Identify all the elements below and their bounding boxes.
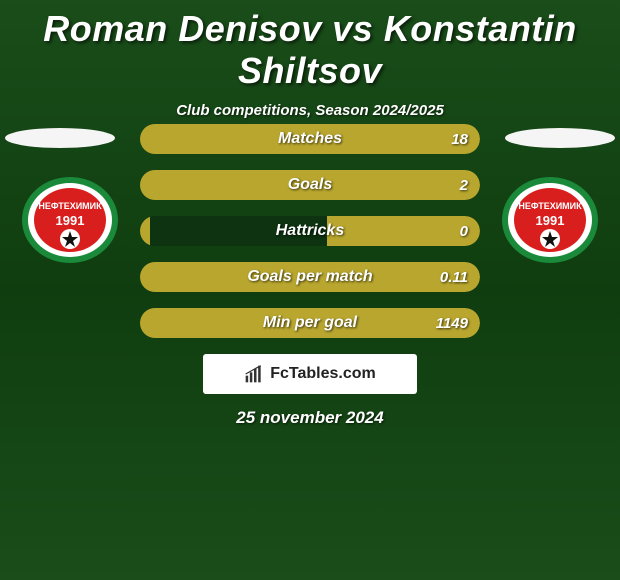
player-right-flag (505, 128, 615, 148)
stat-value-right: 0 (460, 216, 468, 246)
svg-text:НЕФТЕХИМИК: НЕФТЕХИМИК (38, 201, 102, 211)
stat-value-right: 18 (451, 124, 468, 154)
chart-icon (244, 364, 264, 384)
stat-row: Hattricks0 (140, 216, 480, 246)
stat-row: Goals2 (140, 170, 480, 200)
player-right-club-badge: НЕФТЕХИМИК 1991 (500, 175, 600, 265)
branding-text: FcTables.com (270, 365, 376, 383)
player-left-flag (5, 128, 115, 148)
stat-label: Matches (140, 124, 480, 154)
stat-label: Hattricks (140, 216, 480, 246)
stat-label: Goals per match (140, 262, 480, 292)
comparison-title: Roman Denisov vs Konstantin Shiltsov (0, 0, 620, 92)
stat-value-right: 2 (460, 170, 468, 200)
comparison-date: 25 november 2024 (0, 408, 620, 428)
stat-row: Min per goal1149 (140, 308, 480, 338)
svg-text:1991: 1991 (56, 213, 85, 228)
stat-label: Min per goal (140, 308, 480, 338)
svg-text:НЕФТЕХИМИК: НЕФТЕХИМИК (518, 201, 582, 211)
comparison-bars: Matches18 Goals2 Hattricks0 Goals per match… (140, 124, 480, 354)
stat-value-right: 1149 (436, 308, 468, 338)
stat-label: Goals (140, 170, 480, 200)
stat-row: Matches18 (140, 124, 480, 154)
branding-badge: FcTables.com (203, 354, 417, 394)
comparison-subtitle: Club competitions, Season 2024/2025 (0, 102, 620, 119)
svg-text:1991: 1991 (536, 213, 565, 228)
player-left-club-badge: НЕФТЕХИМИК 1991 (20, 175, 120, 265)
stat-row: Goals per match0.11 (140, 262, 480, 292)
stat-value-right: 0.11 (440, 262, 468, 292)
